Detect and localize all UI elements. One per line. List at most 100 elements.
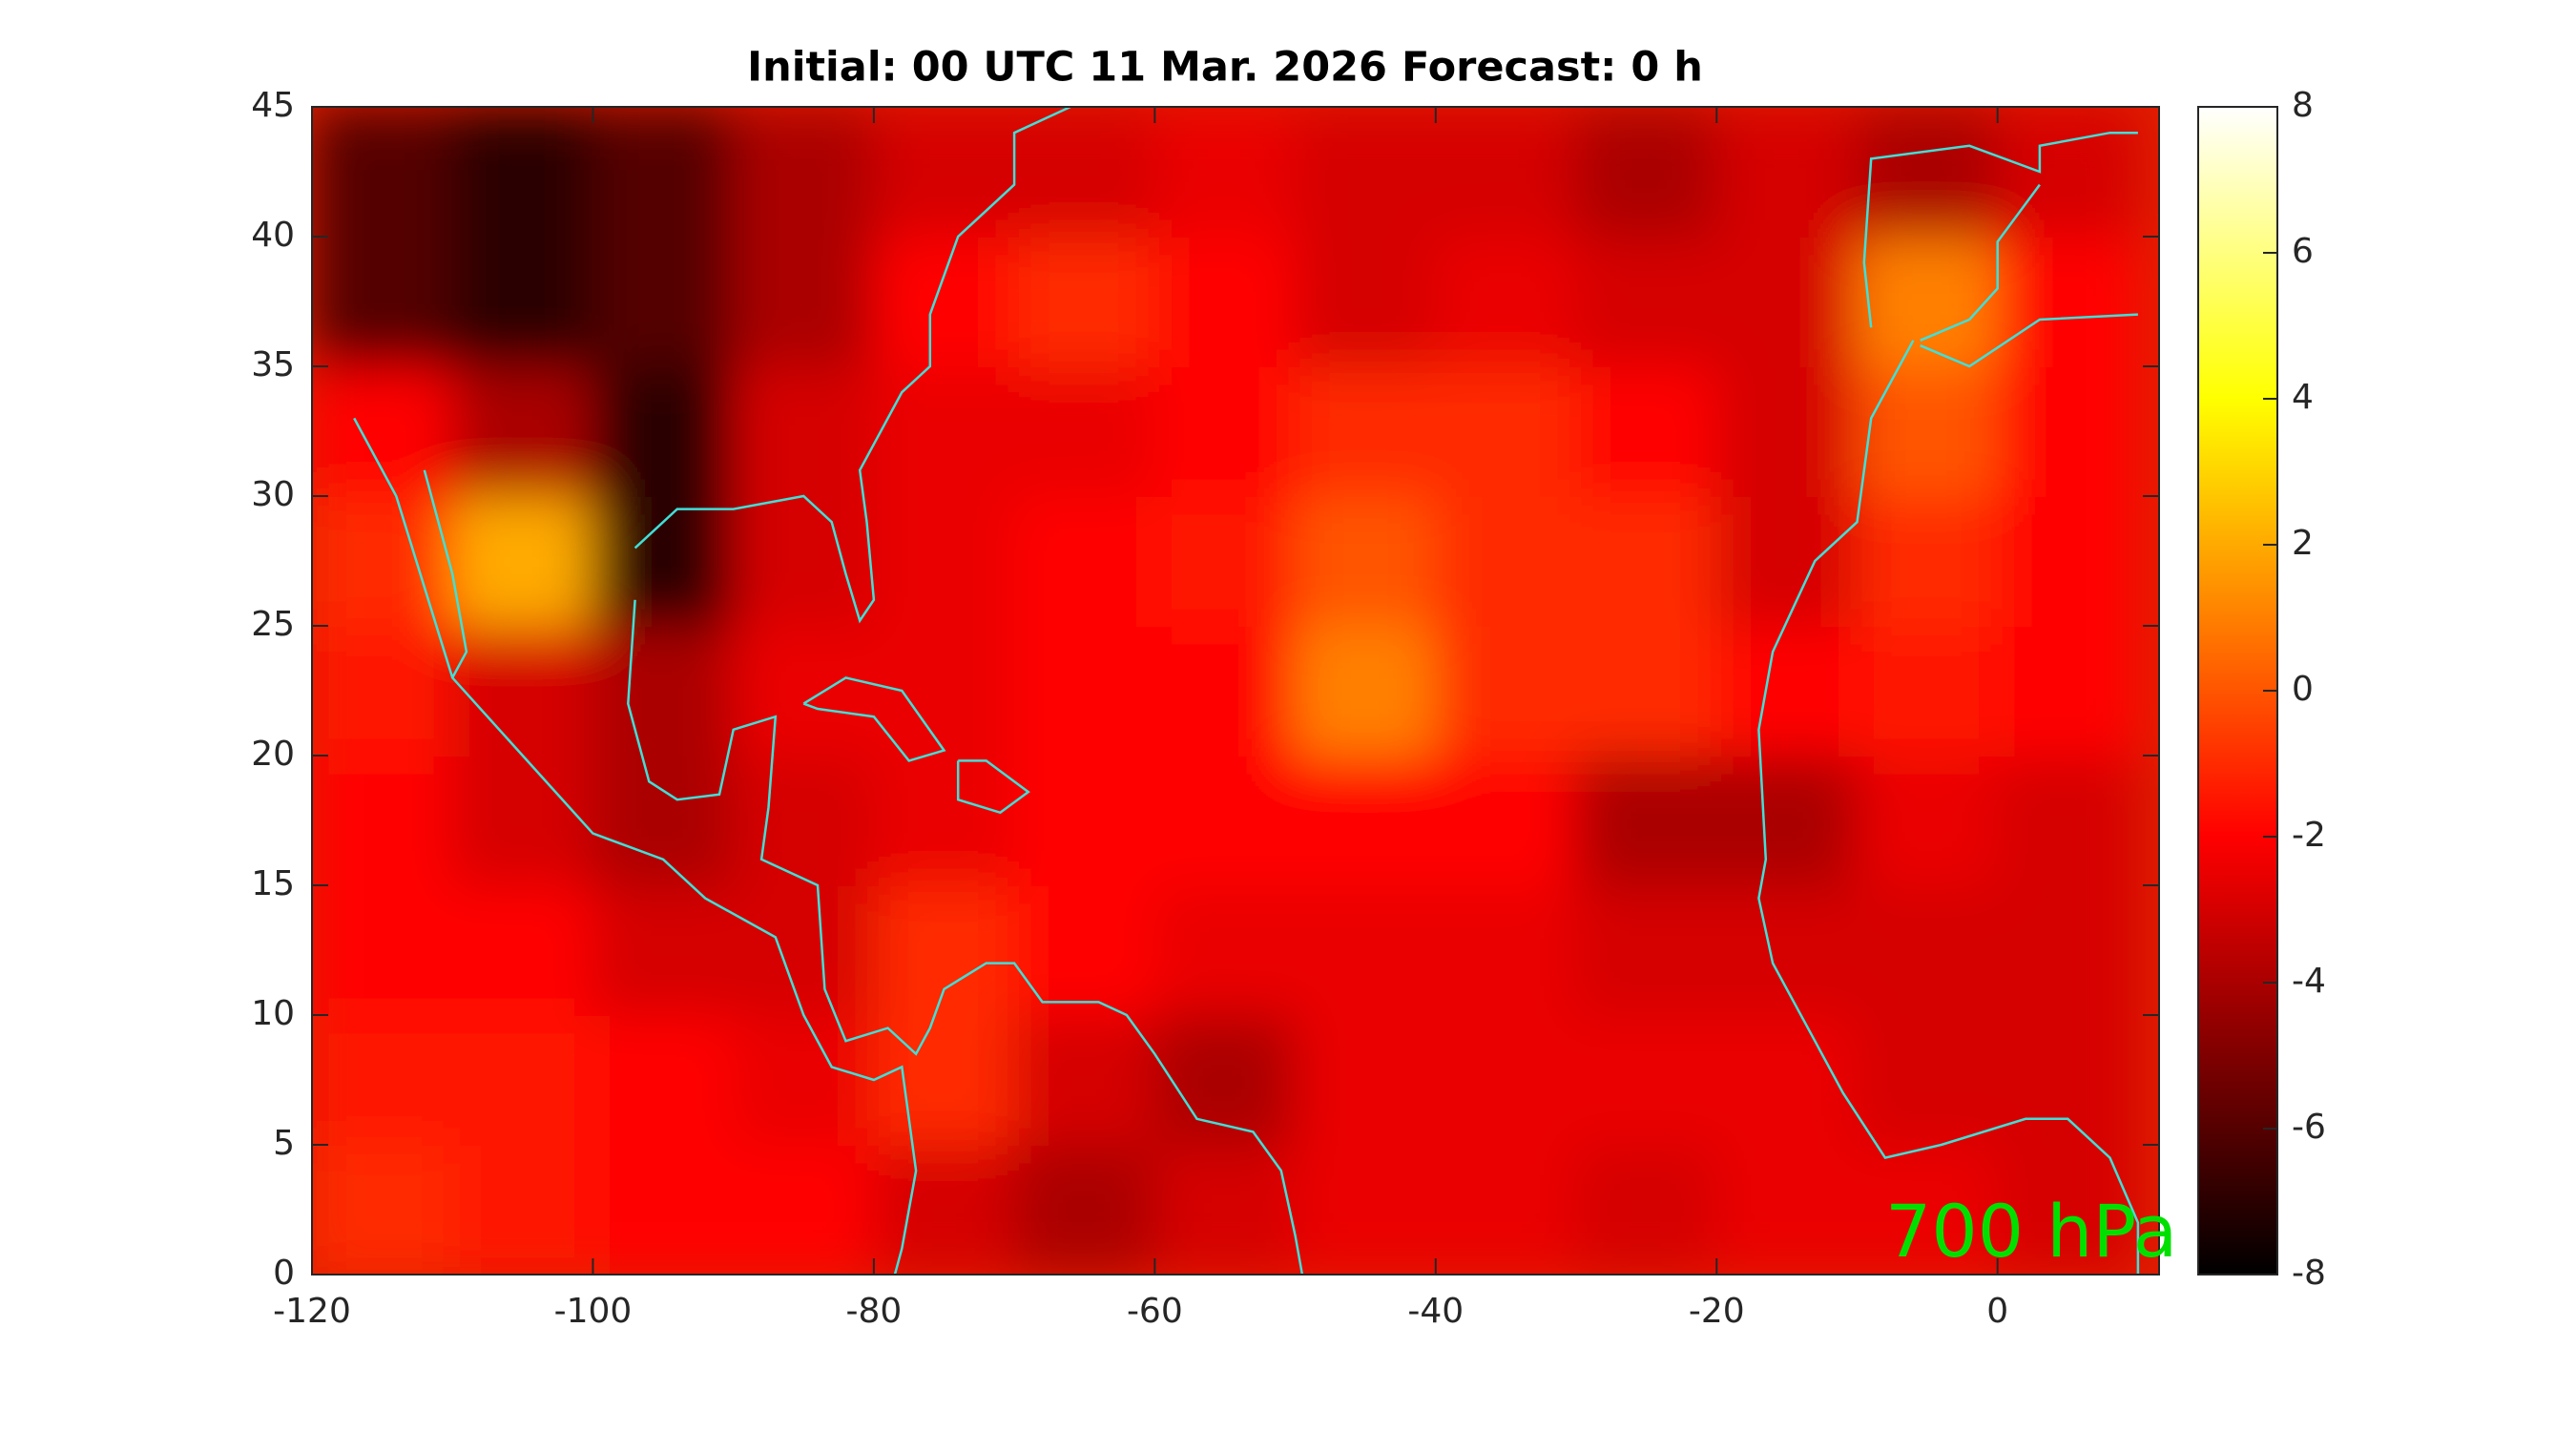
cell: [1294, 884, 1437, 1016]
cell: [1996, 107, 2139, 238]
cell: [451, 365, 594, 497]
cell: [1294, 1014, 1437, 1146]
cell: [872, 236, 1016, 367]
cell: [1153, 107, 1297, 238]
cell: [732, 495, 875, 627]
cell: [1013, 1144, 1156, 1275]
cell: [312, 1014, 454, 1146]
cell: [732, 1014, 875, 1146]
cell: [1996, 625, 2139, 757]
coastline: [423, 469, 468, 678]
coastlines: [353, 107, 2140, 1275]
cell: [1715, 1014, 1859, 1146]
cell: [1575, 236, 1718, 367]
cell: [1153, 625, 1297, 757]
x-tick-label: -100: [554, 1292, 633, 1331]
colorbar-tick-label: 2: [2292, 524, 2314, 563]
cell: [1434, 1144, 1578, 1275]
cell: [1294, 755, 1437, 886]
coastline: [1862, 131, 2138, 328]
cell: [592, 884, 735, 1016]
cell: [451, 236, 594, 367]
cell: [592, 1144, 735, 1275]
cell: [312, 1144, 454, 1275]
colorbar-tick-label: 6: [2292, 232, 2314, 271]
cell: [592, 625, 735, 757]
cell: [592, 495, 735, 627]
cell: [1434, 884, 1578, 1016]
y-tick-label: 5: [273, 1124, 295, 1163]
cell: [872, 884, 1016, 1016]
cell: [732, 1144, 875, 1275]
cell: [1996, 495, 2139, 627]
colorbar-tick-label: 4: [2292, 378, 2314, 417]
colorbar-tick-label: 0: [2292, 670, 2314, 709]
cell: [1013, 107, 1156, 238]
coastline: [1920, 183, 2041, 342]
cell: [451, 625, 594, 757]
cell: [451, 755, 594, 886]
y-tick-label: 45: [251, 86, 295, 125]
cell: [1996, 884, 2139, 1016]
cell: [312, 755, 454, 886]
y-tick-label: 20: [251, 735, 295, 774]
x-tick-label: -20: [1689, 1292, 1745, 1331]
cell: [1575, 365, 1718, 497]
cell: [1996, 1144, 2139, 1275]
coastline: [1920, 313, 2138, 368]
cell: [1856, 1014, 1999, 1146]
cell: [1013, 884, 1156, 1016]
cell: [1996, 365, 2139, 497]
cell: [312, 625, 454, 757]
cell: [451, 1144, 594, 1275]
cell: [1856, 107, 1999, 238]
x-tick-label: -40: [1407, 1292, 1464, 1331]
coastline: [1757, 340, 2140, 1275]
cell: [312, 884, 454, 1016]
y-tick-label: 10: [251, 994, 295, 1033]
cell: [1856, 365, 1999, 497]
cell: [872, 625, 1016, 757]
field: [312, 107, 2139, 1275]
cell: [592, 755, 735, 886]
cell: [312, 236, 454, 367]
title: Initial: 00 UTC 11 Mar. 2026 Forecast: 0…: [747, 44, 1703, 92]
cell: [1575, 495, 1718, 627]
cell: [1434, 365, 1578, 497]
cell: [1434, 495, 1578, 627]
cell: [1715, 495, 1859, 627]
cell: [1153, 884, 1297, 1016]
coastline: [956, 759, 1030, 815]
cell: [1434, 1014, 1578, 1146]
cell: [1856, 1144, 1999, 1275]
cell: [1294, 107, 1437, 238]
cell: [732, 365, 875, 497]
cell: [872, 755, 1016, 886]
cell: [1575, 1144, 1718, 1275]
colorbar-tick-label: -4: [2292, 962, 2326, 1001]
cell: [872, 107, 1016, 238]
cell: [1294, 625, 1437, 757]
coastline: [802, 676, 946, 762]
cell: [1715, 1144, 1859, 1275]
cell: [1013, 1014, 1156, 1146]
cell: [312, 107, 454, 238]
cell: [732, 755, 875, 886]
y-tick-label: 40: [251, 216, 295, 255]
cell: [1856, 884, 1999, 1016]
coastline: [627, 599, 1304, 1275]
y-tick-label: 30: [251, 475, 295, 514]
cell: [1434, 107, 1578, 238]
colorbar-tick-label: -2: [2292, 816, 2326, 855]
cell: [732, 236, 875, 367]
cell: [872, 1144, 1016, 1275]
cell: [1575, 107, 1718, 238]
x-tick-label: -80: [845, 1292, 902, 1331]
cell: [1153, 495, 1297, 627]
y-tick-label: 15: [251, 864, 295, 903]
cell: [592, 365, 735, 497]
cell: [1153, 755, 1297, 886]
cell: [1856, 236, 1999, 367]
cell: [451, 107, 594, 238]
